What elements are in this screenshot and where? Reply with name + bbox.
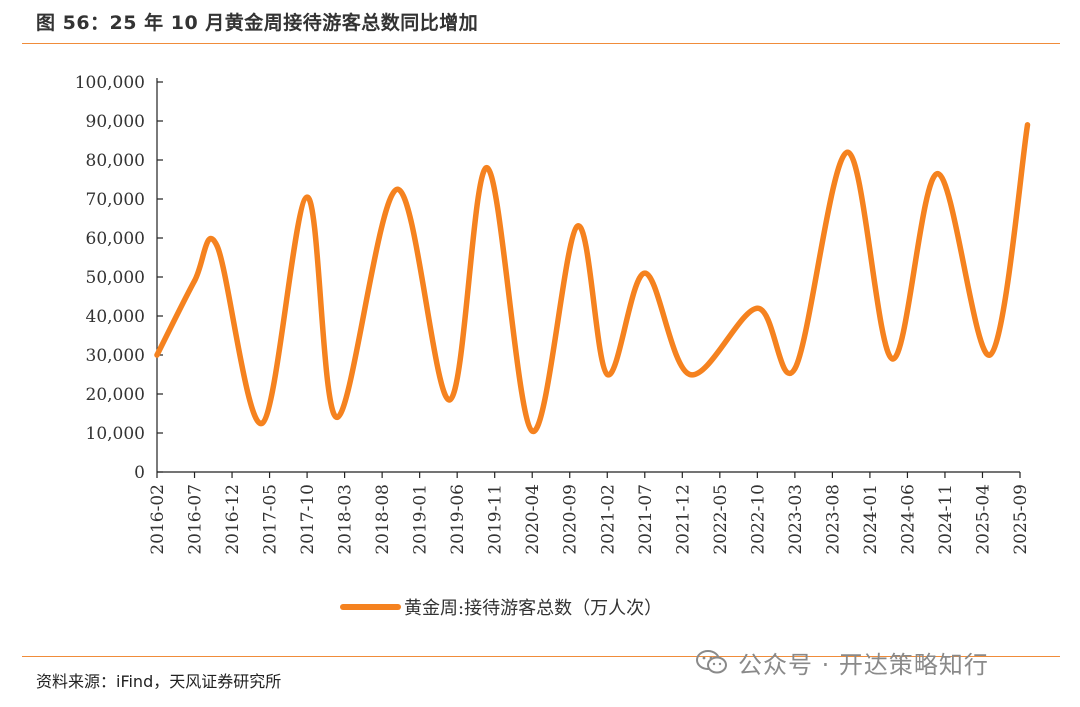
x-tick-label: 2017-10 bbox=[298, 484, 318, 555]
legend-label: 黄金周:接待游客总数（万人次） bbox=[404, 598, 662, 619]
x-tick-label: 2018-03 bbox=[336, 484, 356, 555]
x-tick-label: 2023-08 bbox=[823, 484, 843, 555]
x-tick-label: 2021-02 bbox=[598, 484, 618, 555]
x-axis-ticks: 2016-02 2016-07 2016-12 2017-05 2017-10 2018-… bbox=[148, 472, 1031, 555]
data-point bbox=[987, 352, 993, 358]
source-note: 资料来源：iFind，天风证券研究所 bbox=[36, 672, 282, 691]
data-point bbox=[754, 305, 760, 311]
y-tick-label: 70,000 bbox=[86, 190, 145, 210]
x-tick-label: 2025-09 bbox=[1011, 484, 1031, 555]
chart-axes bbox=[156, 78, 1020, 473]
data-point bbox=[259, 420, 265, 426]
title-divider bbox=[22, 43, 1060, 44]
x-tick-label: 2016-12 bbox=[223, 484, 243, 555]
data-point bbox=[792, 366, 798, 372]
figure-title: 图 56：25 年 10 月黄金周接待游客总数同比增加 bbox=[36, 12, 479, 34]
x-tick-label: 2024-11 bbox=[936, 484, 956, 555]
y-tick-label: 30,000 bbox=[86, 346, 145, 366]
x-tick-label: 2021-12 bbox=[673, 484, 693, 555]
data-point bbox=[529, 428, 535, 434]
data-point bbox=[304, 194, 310, 200]
data-point bbox=[1024, 122, 1031, 128]
x-tick-label: 2020-09 bbox=[561, 484, 581, 555]
y-tick-label: 50,000 bbox=[86, 268, 145, 288]
x-tick-label: 2016-07 bbox=[186, 484, 206, 555]
y-tick-label: 100,000 bbox=[75, 73, 145, 93]
series-line bbox=[154, 122, 1031, 434]
y-tick-label: 80,000 bbox=[86, 151, 145, 171]
data-point bbox=[844, 149, 851, 155]
data-point bbox=[394, 186, 400, 192]
y-axis-ticks: 0 10,000 20,000 30,000 40,000 50,000 60,000 70,… bbox=[75, 73, 163, 483]
y-tick-label: 10,000 bbox=[86, 424, 145, 444]
y-tick-label: 90,000 bbox=[86, 112, 145, 132]
chart-legend: 黄金周:接待游客总数（万人次） bbox=[340, 598, 662, 619]
wechat-icon bbox=[696, 650, 727, 674]
data-point bbox=[934, 171, 941, 177]
data-point bbox=[642, 270, 648, 276]
x-tick-label: 2019-11 bbox=[486, 484, 506, 555]
x-tick-label: 2016-02 bbox=[148, 484, 168, 555]
data-point bbox=[191, 278, 198, 284]
x-tick-label: 2025-04 bbox=[973, 484, 993, 555]
y-tick-label: 60,000 bbox=[86, 229, 145, 249]
y-tick-label: 20,000 bbox=[86, 385, 145, 405]
data-point bbox=[574, 223, 580, 229]
x-tick-label: 2021-07 bbox=[636, 484, 656, 555]
x-tick-label: 2018-08 bbox=[373, 484, 393, 555]
line-chart: 0 10,000 20,000 30,000 40,000 50,000 60,000 70,… bbox=[75, 73, 1031, 619]
data-point bbox=[334, 414, 340, 420]
watermark-text: 公众号 · 开达策略知行 bbox=[738, 650, 989, 679]
x-tick-label: 2024-01 bbox=[861, 484, 881, 555]
chart-series bbox=[154, 122, 1031, 434]
data-point bbox=[447, 397, 453, 403]
data-point bbox=[604, 371, 610, 378]
x-tick-label: 2020-04 bbox=[523, 484, 543, 555]
x-tick-label: 2022-10 bbox=[748, 484, 768, 555]
y-tick-label: 40,000 bbox=[86, 307, 145, 327]
footer-divider bbox=[22, 656, 1060, 657]
data-point bbox=[889, 356, 896, 362]
x-tick-label: 2019-01 bbox=[411, 484, 431, 555]
watermark: 公众号 · 开达策略知行 bbox=[696, 645, 989, 679]
x-tick-label: 2019-06 bbox=[448, 484, 468, 555]
data-point bbox=[154, 352, 160, 358]
x-tick-label: 2023-03 bbox=[786, 484, 806, 555]
y-tick-label: 0 bbox=[134, 463, 145, 483]
data-point bbox=[687, 371, 693, 378]
data-point bbox=[484, 165, 490, 171]
x-tick-label: 2022-05 bbox=[711, 484, 731, 555]
data-point bbox=[214, 243, 220, 249]
x-tick-label: 2017-05 bbox=[261, 484, 281, 555]
x-tick-label: 2024-06 bbox=[898, 484, 918, 555]
